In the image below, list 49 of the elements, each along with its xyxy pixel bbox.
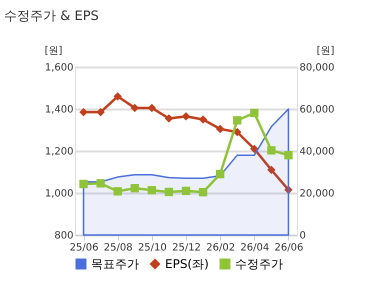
point [148,104,156,112]
point [182,186,190,196]
point [79,180,88,188]
point [250,108,258,118]
point [164,114,174,123]
point [284,186,293,194]
y-tick-label: 1,400 [44,104,74,116]
point [114,187,122,196]
point [148,186,156,194]
legend-label: 목표주가 [91,257,139,271]
point [114,92,122,101]
x-tick-label: 25/08 [104,242,133,254]
legend-label: 수정주가 [235,257,283,271]
y-tick-label: 1,000 [44,188,74,200]
x-tick-label: 25/10 [138,242,167,254]
point [233,116,242,125]
point [96,179,105,188]
point [79,108,88,116]
y2-tick-label: 40,000 [300,146,334,158]
x-tick-label: 26/04 [240,242,270,254]
chart-title: 수정주가 & EPS [4,9,99,24]
y-tick-label: 1,600 [44,62,74,74]
y-tick-label: 1,200 [44,146,74,158]
point [130,184,139,192]
y-axis-title: [원] [44,46,62,56]
y-tick-label: 800 [54,230,74,242]
legend-label: EPS(좌) [165,257,209,271]
x-tick-label: 25/06 [70,242,98,254]
point [130,104,139,112]
y2-axis-title: [원] [316,46,334,56]
point [250,144,258,154]
point [182,112,190,121]
point [216,170,224,178]
point [96,108,105,116]
y2-tick-label: 80,000 [300,62,334,74]
point [267,146,276,155]
point [216,124,224,134]
point [267,166,276,174]
y2-tick-label: 0 [300,230,306,242]
point [164,188,174,196]
x-tick-label: 26/06 [274,242,304,254]
y2-tick-label: 60,000 [300,104,334,116]
x-tick-label: 25/12 [172,242,201,254]
x-tick-label: 26/02 [206,242,236,254]
point [284,151,293,160]
point [233,128,242,136]
y2-tick-label: 20,000 [300,188,334,200]
point [198,115,208,124]
point [198,188,208,196]
